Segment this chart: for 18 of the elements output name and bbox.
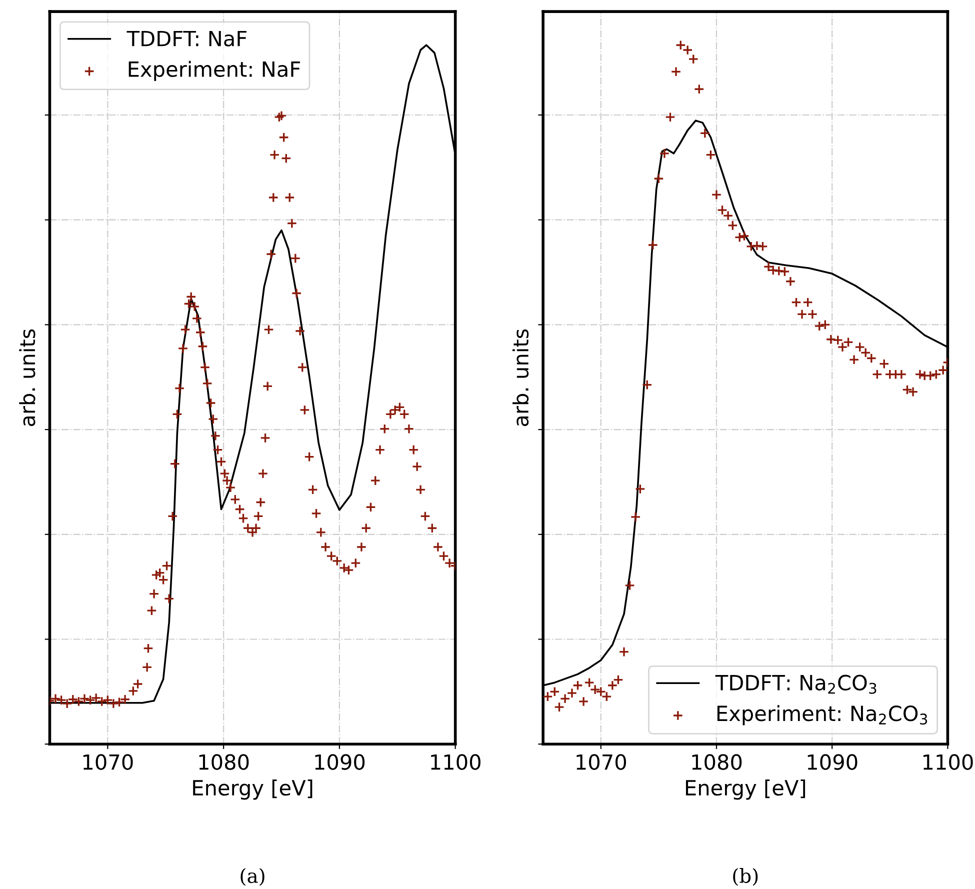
text: (a) [240,868,264,886]
x-tick-label: 1100 [923,754,973,770]
x-axis-title: Energy [eV] [686,780,806,800]
text: (b) [733,868,758,886]
y-axis-title: arb. units [19,329,36,426]
x-tick-label: 1080 [199,754,249,770]
x-axis-title: Energy [eV] [193,780,312,800]
x-tick-label: 1080 [692,754,742,770]
x-tick-label: 1070 [83,754,133,770]
x-tick-label: 1100 [431,754,480,770]
legend-label: Experiment: NaF [128,60,300,82]
x-tick-label: 1070 [576,754,626,770]
legend-label: Experiment: Na$_{2}$CO$_{3}$ [717,705,928,726]
x-tick-label: 1090 [808,754,858,770]
x-tick-label: 1090 [315,754,365,770]
legend-label: TDDFT: Na$_{2}$CO$_{3}$ [715,674,876,694]
y-axis-title: arb. units [512,329,529,426]
legend-label: TDDFT: NaF [126,30,246,46]
